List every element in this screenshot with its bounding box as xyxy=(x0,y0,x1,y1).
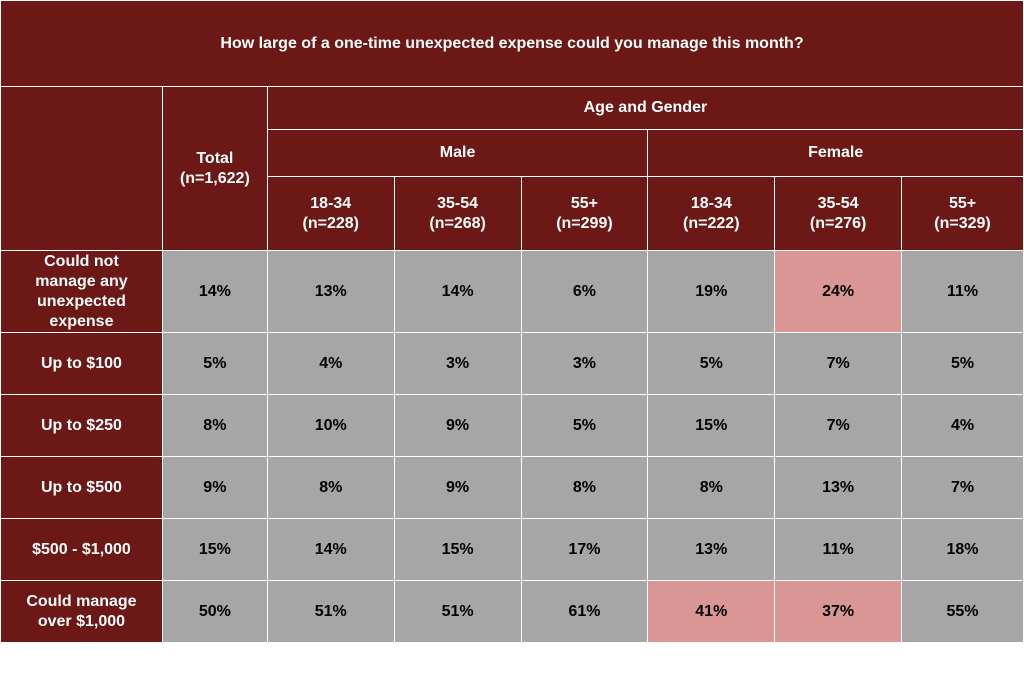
table-row: $500 - $1,000 15% 14% 15% 17% 13% 11% 18% xyxy=(0,518,1024,581)
value-cell: 15% xyxy=(393,518,522,581)
total-value-cell: 50% xyxy=(161,580,268,643)
value-cell: 41% xyxy=(647,580,776,643)
value-cell: 4% xyxy=(266,332,395,395)
column-n-label: (n=222) xyxy=(683,214,740,232)
value-cell: 8% xyxy=(647,456,776,519)
total-value-cell: 9% xyxy=(161,456,268,519)
column-header-male-0: 18-34 (n=228) xyxy=(266,176,395,251)
total-header: Total (n=1,622) xyxy=(161,86,268,251)
column-header-male-2: 55+ (n=299) xyxy=(520,176,649,251)
value-cell: 10% xyxy=(266,394,395,457)
value-cell: 37% xyxy=(774,580,903,643)
row-label: $500 - $1,000 xyxy=(0,518,163,581)
column-age-label: 18-34 xyxy=(690,194,732,212)
table-row: Up to $250 8% 10% 9% 5% 15% 7% 4% xyxy=(0,394,1024,457)
column-age-label: 35-54 xyxy=(817,194,859,212)
table-row: Up to $100 5% 4% 3% 3% 5% 7% 5% xyxy=(0,332,1024,395)
table-row: Could not manage any unexpected expense 1… xyxy=(0,250,1024,333)
value-cell: 13% xyxy=(774,456,903,519)
value-cell: 7% xyxy=(774,394,903,457)
subgroup-header-row: 18-34 (n=228) 35-54 (n=268) 55+ (n=299) 18-34 (… xyxy=(1,176,1024,251)
value-cell: 5% xyxy=(520,394,649,457)
row-label: Up to $500 xyxy=(0,456,163,519)
row-label: Could not manage any unexpected expense xyxy=(0,250,163,333)
value-cell: 3% xyxy=(520,332,649,395)
total-value-cell: 15% xyxy=(161,518,268,581)
total-label: Total xyxy=(196,149,234,167)
column-header-male-1: 35-54 (n=268) xyxy=(393,176,522,251)
column-n-label: (n=228) xyxy=(302,214,359,232)
value-cell: 19% xyxy=(647,250,776,333)
column-header-female-2: 55+ (n=329) xyxy=(901,176,1024,251)
total-n: (n=1,622) xyxy=(179,169,250,187)
value-cell: 61% xyxy=(520,580,649,643)
value-cell: 13% xyxy=(647,518,776,581)
column-age-label: 55+ xyxy=(570,194,598,212)
column-age-label: 18-34 xyxy=(310,194,352,212)
total-value-cell: 5% xyxy=(161,332,268,395)
value-cell: 14% xyxy=(393,250,522,333)
value-cell: 13% xyxy=(266,250,395,333)
value-cell: 14% xyxy=(266,518,395,581)
column-n-label: (n=276) xyxy=(809,214,867,232)
value-cell: 7% xyxy=(774,332,903,395)
table-row: Up to $500 9% 8% 9% 8% 8% 13% 7% xyxy=(0,456,1024,519)
column-n-label: (n=329) xyxy=(934,214,991,232)
group-header-male: Male xyxy=(266,129,649,177)
value-cell: 3% xyxy=(393,332,522,395)
value-cell: 7% xyxy=(901,456,1024,519)
value-cell: 55% xyxy=(901,580,1024,643)
value-cell: 15% xyxy=(647,394,776,457)
column-header-female-0: 18-34 (n=222) xyxy=(647,176,776,251)
value-cell: 6% xyxy=(520,250,649,333)
value-cell: 11% xyxy=(901,250,1024,333)
banner-header: Age and Gender xyxy=(266,86,1024,130)
value-cell: 9% xyxy=(393,394,522,457)
value-cell: 18% xyxy=(901,518,1024,581)
total-value-cell: 14% xyxy=(161,250,268,333)
value-cell: 11% xyxy=(774,518,903,581)
column-header-female-1: 35-54 (n=276) xyxy=(774,176,903,251)
value-cell: 9% xyxy=(393,456,522,519)
row-label: Up to $100 xyxy=(0,332,163,395)
value-cell: 5% xyxy=(901,332,1024,395)
value-cell: 51% xyxy=(266,580,395,643)
table-body: Could not manage any unexpected expense 1… xyxy=(0,250,1024,643)
crosstab-table: How large of a one-time unexpected expen… xyxy=(0,0,1024,643)
row-label: Could manage over $1,000 xyxy=(0,580,163,643)
column-n-label: (n=268) xyxy=(429,214,486,232)
value-cell: 8% xyxy=(520,456,649,519)
table-row: Could manage over $1,000 50% 51% 51% 61% 41% 3… xyxy=(0,580,1024,643)
value-cell: 8% xyxy=(266,456,395,519)
value-cell: 51% xyxy=(393,580,522,643)
value-cell: 17% xyxy=(520,518,649,581)
column-n-label: (n=299) xyxy=(556,214,613,232)
value-cell: 5% xyxy=(647,332,776,395)
column-age-label: 55+ xyxy=(948,194,977,212)
value-cell: 24% xyxy=(774,250,903,333)
row-label: Up to $250 xyxy=(0,394,163,457)
group-header-female: Female xyxy=(647,129,1024,177)
column-age-label: 35-54 xyxy=(437,194,479,212)
table-title: How large of a one-time unexpected expen… xyxy=(0,0,1024,87)
total-value-cell: 8% xyxy=(161,394,268,457)
value-cell: 4% xyxy=(901,394,1024,457)
row-label-header-blank xyxy=(0,86,163,251)
